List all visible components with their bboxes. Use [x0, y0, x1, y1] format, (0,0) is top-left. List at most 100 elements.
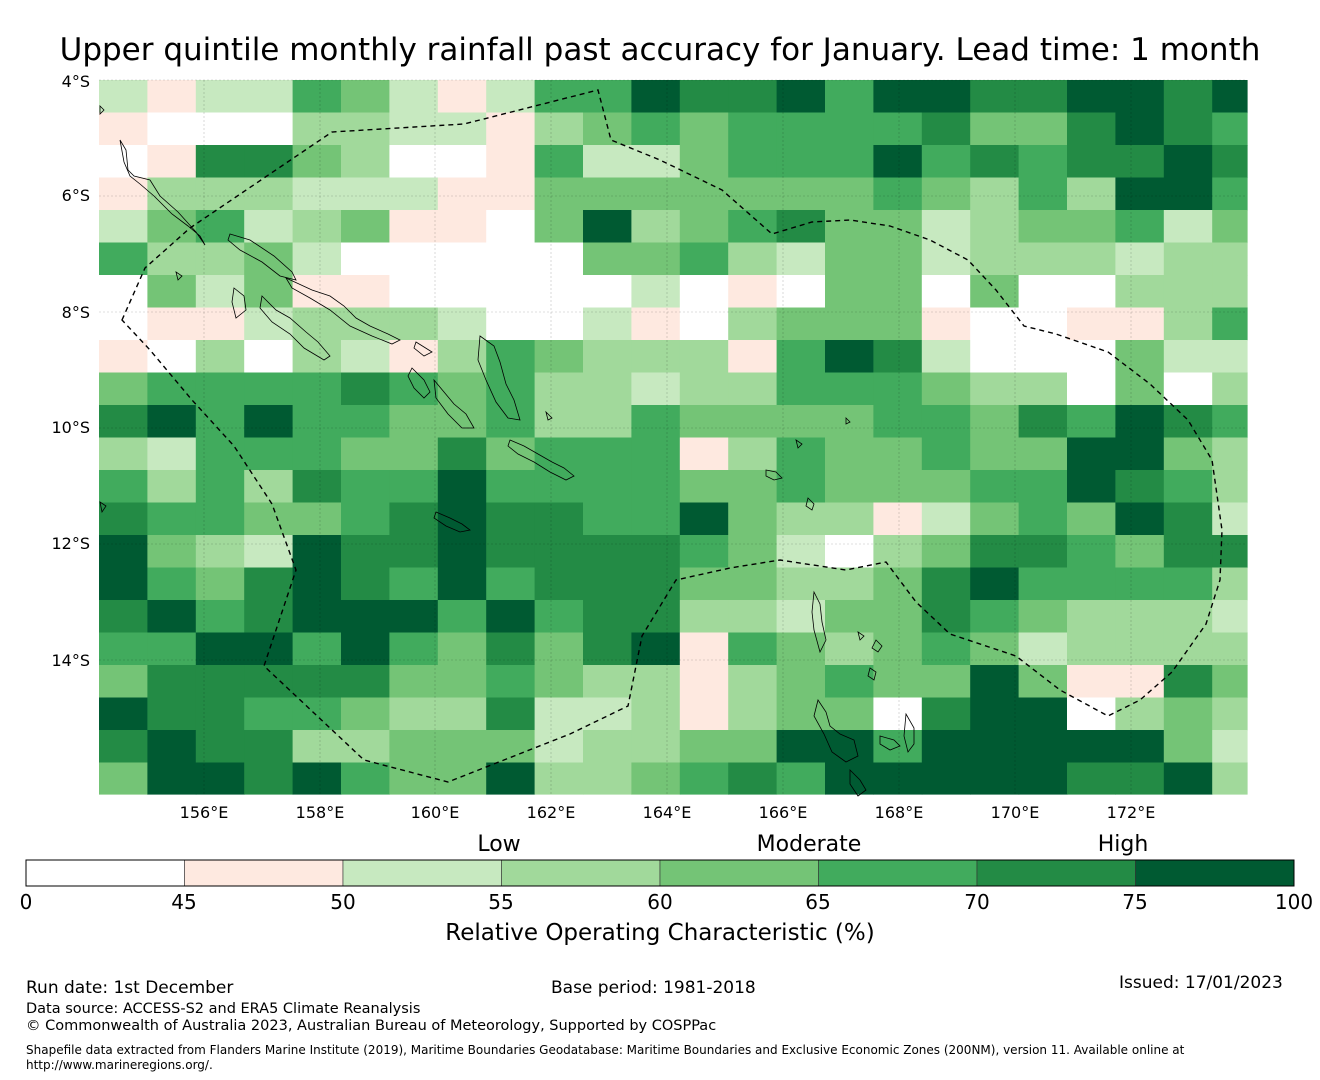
grid-cell [825, 210, 874, 244]
lon-tick: 164°E [642, 803, 692, 822]
grid-cell [389, 242, 439, 276]
grid-cell [1067, 242, 1116, 276]
lon-tick: 172°E [1106, 803, 1156, 822]
grid-cell [147, 665, 197, 699]
grid-cell [1018, 437, 1068, 471]
grid-cell [1212, 210, 1248, 244]
grid-cell [873, 762, 923, 795]
grid-cell [1163, 307, 1213, 341]
grid-cell [728, 177, 778, 211]
grid-cell [99, 177, 148, 211]
grid-cell [970, 405, 1020, 439]
grid-cell [292, 437, 342, 471]
grid-cell [583, 665, 632, 699]
grid-cell [99, 210, 148, 244]
grid-cell [583, 632, 632, 666]
grid-cell [341, 112, 390, 146]
colorbar-tick: 60 [647, 890, 673, 914]
grid-cell [292, 80, 342, 114]
grid-cell [921, 307, 971, 341]
grid-cell [534, 665, 584, 699]
grid-cell [1115, 340, 1165, 374]
grid-cell [583, 372, 632, 406]
grid-cell [99, 275, 148, 309]
grid-cell [1163, 80, 1213, 114]
grid-cell [728, 502, 778, 536]
grid-cell [776, 275, 826, 309]
grid-cell [341, 535, 390, 569]
grid-cell [776, 567, 826, 601]
grid-cell [679, 275, 729, 309]
grid-cell [776, 307, 826, 341]
grid-cell [486, 307, 536, 341]
grid-cell [970, 307, 1020, 341]
grid-cell [1067, 275, 1116, 309]
grid-cell [970, 762, 1020, 795]
grid-cell [679, 437, 729, 471]
grid-cell [1067, 730, 1116, 764]
colorbar-tick: 75 [1122, 890, 1148, 914]
grid-cell [486, 242, 536, 276]
grid-cell [1115, 177, 1165, 211]
grid-cell [195, 145, 245, 179]
grid-cell [389, 405, 439, 439]
grid-cell [437, 502, 487, 536]
grid-cell [776, 340, 826, 374]
base-period: Base period: 1981-2018 [551, 978, 756, 998]
grid-cell [921, 470, 971, 504]
grid-cell [341, 242, 390, 276]
grid-cell [486, 697, 536, 731]
grid-cell [921, 437, 971, 471]
grid-cell [728, 340, 778, 374]
grid-cell [873, 80, 923, 114]
colorbar-label: Relative Operating Characteristic (%) [445, 920, 875, 946]
grid-cell [534, 405, 584, 439]
grid-cell [244, 762, 294, 795]
grid-cell [486, 340, 536, 374]
grid-cell [1212, 112, 1248, 146]
grid-cell [1163, 502, 1213, 536]
grid-cell [292, 372, 342, 406]
grid-cell [195, 730, 245, 764]
grid-cell [147, 112, 197, 146]
grid-cell [728, 145, 778, 179]
lat-tick: 8°S [61, 303, 90, 322]
grid-cell [728, 730, 778, 764]
grid-cell [292, 470, 342, 504]
grid-cell [1163, 632, 1213, 666]
grid-cell [147, 242, 197, 276]
grid-cell [583, 762, 632, 795]
shapefile-url[interactable]: http://www.marineregions.org/. [26, 1058, 213, 1072]
grid-cell [244, 730, 294, 764]
map-title: Upper quintile monthly rainfall past acc… [59, 32, 1261, 68]
grid-cell [921, 210, 971, 244]
grid-cell [1212, 502, 1248, 536]
grid-cell [534, 210, 584, 244]
grid-cell [1067, 665, 1116, 699]
grid-cell [437, 372, 487, 406]
grid-cell [389, 567, 439, 601]
grid-cell [728, 112, 778, 146]
lon-tick: 156°E [179, 803, 229, 822]
grid-cell [147, 470, 197, 504]
grid-cell [1212, 405, 1248, 439]
grid-cell [776, 535, 826, 569]
grid-cell [534, 242, 584, 276]
grid-cell [147, 145, 197, 179]
grid-cell [1212, 80, 1248, 114]
grid-cell [486, 730, 536, 764]
grid-cell [341, 340, 390, 374]
grid-cell [873, 112, 923, 146]
category-high: High [1097, 832, 1149, 857]
grid-cell [583, 210, 632, 244]
grid-cell [1115, 567, 1165, 601]
grid-cell [341, 730, 390, 764]
grid-cell [921, 730, 971, 764]
grid-cell [1067, 340, 1116, 374]
grid-cell [534, 372, 584, 406]
grid-cell [1067, 372, 1116, 406]
grid-cell [631, 80, 681, 114]
grid-cell [921, 340, 971, 374]
grid-cell [728, 600, 778, 634]
